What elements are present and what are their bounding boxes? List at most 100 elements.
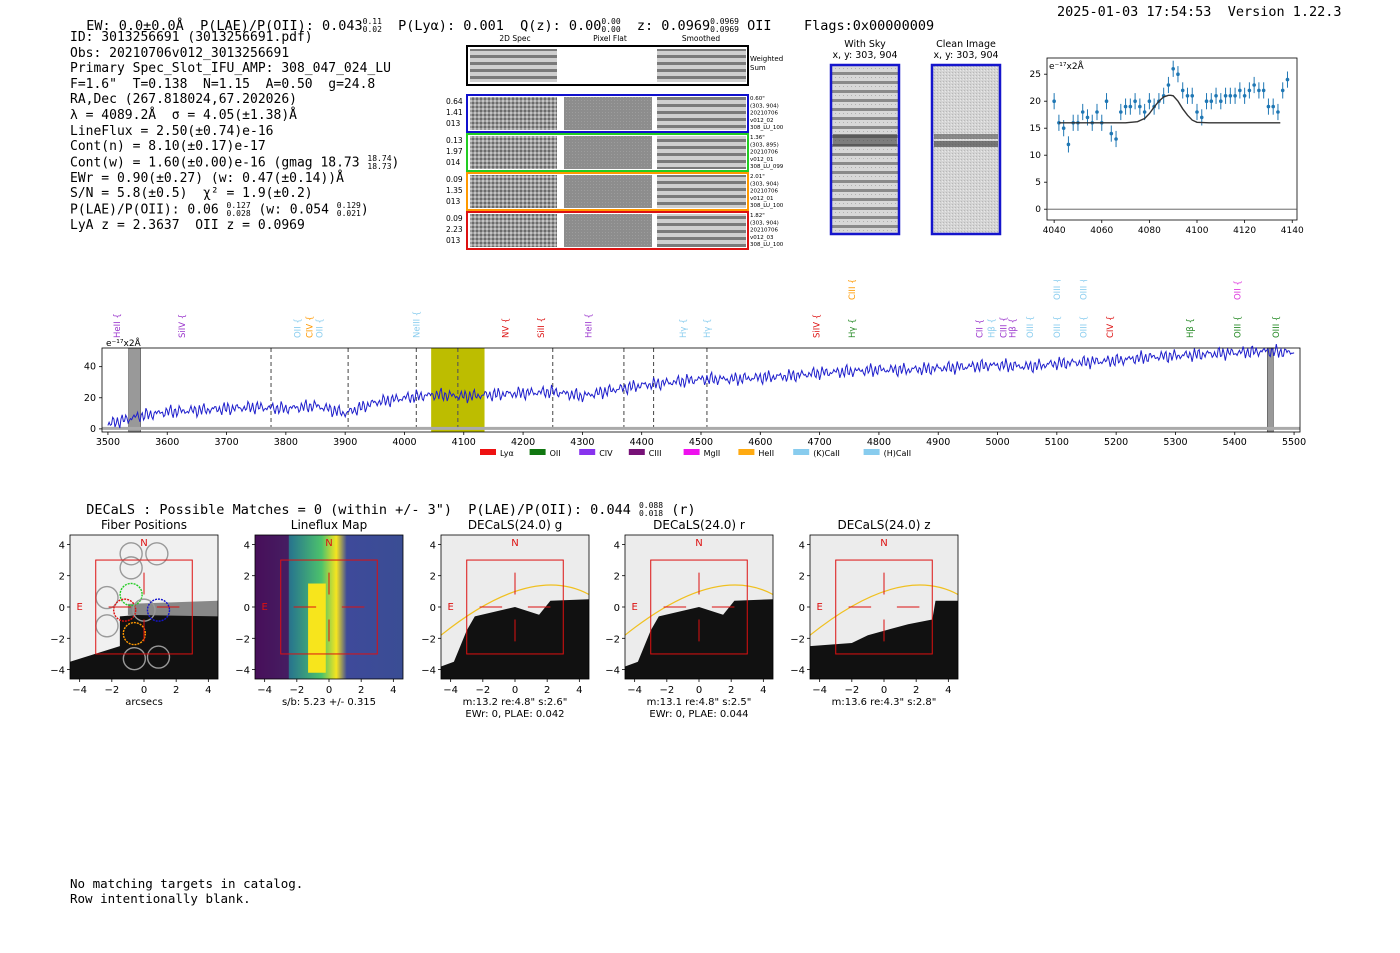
legend-swatch (738, 449, 755, 455)
decals-xtick-label: −4 (257, 685, 272, 696)
with-sky-coords: x, y: 303, 904 (832, 50, 897, 61)
full-xtick-label: 4200 (511, 437, 535, 448)
info-lineflux: LineFlux = 2.50(±0.74)e-16 (70, 123, 274, 139)
full-xtick-label: 5200 (1104, 437, 1128, 448)
spectrum-line (107, 344, 1295, 429)
decals-xlabel: arcsecs (125, 697, 163, 708)
header-ew: EW: 0.0±0.0Å (86, 18, 184, 34)
decals-panel: N E −4 −4 −2 −2 0 0 2 2 4 4 (605, 534, 774, 696)
header-z-hi: 0.0969 (710, 17, 739, 26)
decals-xtick-label: −4 (72, 685, 87, 696)
zoom-point (1204, 99, 1209, 103)
cutout-row-2d (470, 214, 557, 247)
east-label: E (447, 602, 453, 613)
decals-ytick-label: 4 (59, 540, 65, 551)
info-cont-w: Cont(w) = 1.60(±0.00)e-16 (gmag 18.73 (70, 155, 360, 171)
decals-ytick-label: 0 (799, 603, 805, 614)
zoom-point (1095, 110, 1099, 114)
decals-ytick-label: 4 (614, 540, 620, 551)
fiber-circle (146, 598, 171, 622)
emission-line-label: CIV { (306, 316, 316, 338)
zoom-unit: e⁻¹⁷x2Å (1049, 60, 1085, 72)
cutout-row-meta: 308_LU_099 (750, 164, 784, 170)
cutout-row-num: 1.41 (446, 108, 463, 117)
info-plae-w: (w: 0.054 (258, 202, 329, 218)
emission-line-label: OIII { (1272, 316, 1282, 338)
decals-ytick-label: 2 (59, 572, 65, 583)
cutout-row-meta: v012_02 (750, 118, 774, 124)
col-pixel-flat: Pixel Flat (593, 34, 627, 43)
col-smoothed: Smoothed (682, 34, 721, 43)
footer-line-2: Row intentionally blank. (70, 891, 251, 906)
legend-swatch (863, 449, 880, 455)
decals-ytick-label: −4 (790, 666, 805, 677)
decals-xtick-label: 0 (512, 685, 518, 696)
fiber-circle (119, 556, 143, 580)
cutout-row-meta: 2.01" (750, 174, 765, 180)
decals-panel: N E −4 −4 −2 −2 0 0 2 2 4 4 (50, 534, 219, 696)
zoom-point (1190, 94, 1195, 98)
full-unit: e⁻¹⁷x2Å (106, 337, 142, 349)
zoom-ytick-label: 20 (1030, 97, 1042, 107)
header-timestamp: 2025-01-03 17:54:53 (1057, 4, 1212, 20)
full-xtick-label: 4600 (748, 437, 772, 448)
full-xtick-label: 3700 (214, 437, 238, 448)
zoom-point (1247, 88, 1252, 93)
decals-ytick-label: 2 (614, 572, 620, 583)
decals-xtick-label: 4 (760, 685, 766, 696)
zoom-point (1166, 83, 1171, 87)
cutout-row-num: 013 (446, 197, 461, 206)
info-plae-row: P(LAE)/P(OII): 0.06 0.127 0.028 (w: 0.054… (70, 202, 399, 218)
decals-xlabel: s/b: 5.23 +/- 0.315 (282, 697, 376, 708)
fiber-circle (119, 582, 143, 607)
header-flags: Flags:0x00000009 (804, 18, 935, 34)
header-plae-lo: 0.02 (362, 25, 382, 34)
zoom-point (1085, 115, 1090, 120)
search-box (650, 559, 748, 655)
decals-xtick-label: 0 (326, 685, 332, 696)
info-plae-lo: 0.028 (226, 209, 251, 219)
north-label: N (511, 538, 518, 549)
zoom-point (1214, 94, 1218, 98)
cutout-row-2d (470, 97, 557, 130)
emission-line-label: Hβ { (1186, 318, 1196, 338)
info-fwhm: F=1.6" T=0.138 N=1.15 A=0.50 g=24.8 (70, 76, 376, 92)
emission-line-label: OII { (1234, 280, 1244, 300)
decals-ytick-label: 0 (244, 603, 250, 614)
decals-panels: Fiber Positions N E −4 −4 −2 −2 0 0 2 2 4 4 arcsecs Li… (40, 510, 980, 730)
cutout-panel: 2D Spec Pixel Flat Smoothed Weighted Sum… (440, 34, 800, 256)
zoom-point (1119, 110, 1123, 114)
full-xtick-label: 4300 (570, 437, 594, 448)
header-plae: P(LAE)/P(OII): 0.043 (200, 18, 363, 34)
decals-xtick-label: −2 (104, 685, 119, 696)
header-z-lo: 0.0969 (710, 25, 739, 34)
cutout-row-smooth (657, 97, 746, 130)
zoom-point (1104, 99, 1109, 103)
zoom-point (1238, 88, 1242, 93)
cutout-row-meta: (303, 904) (750, 103, 779, 109)
decals-svg: Fiber Positions N E −4 −4 −2 −2 0 0 2 2 4 4 arcsecs Li… (50, 518, 959, 720)
zoom-point (1199, 115, 1204, 120)
cutout-row-meta: (303, 904) (750, 220, 779, 226)
north-label: N (140, 538, 147, 549)
emission-line-label: HeII { (113, 313, 123, 338)
zoom-point (1171, 67, 1175, 71)
footer: No matching targets in catalog. Row inte… (70, 876, 303, 906)
cutout-row-meta: 20210706 (750, 111, 778, 117)
aperture-ellipse (809, 584, 959, 636)
north-label: N (325, 538, 332, 549)
cutout-row-num: 1.97 (446, 147, 463, 156)
full-xtick-label: 3600 (155, 437, 179, 448)
zoom-point (1233, 94, 1237, 98)
decals-panel-title: DECaLS(24.0) r (653, 518, 745, 532)
zoom-xtick-label: 4040 (1043, 226, 1066, 236)
clean-image (930, 63, 1002, 236)
legend-swatch (480, 449, 496, 455)
zoom-ytick-label: 10 (1030, 151, 1042, 161)
emission-line-label: OIII { (1053, 280, 1063, 300)
full-xtick-label: 4800 (867, 437, 891, 448)
decals-xtick-label: 2 (358, 685, 364, 696)
full-xtick-label: 4400 (630, 437, 654, 448)
zoom-point (1066, 142, 1071, 147)
